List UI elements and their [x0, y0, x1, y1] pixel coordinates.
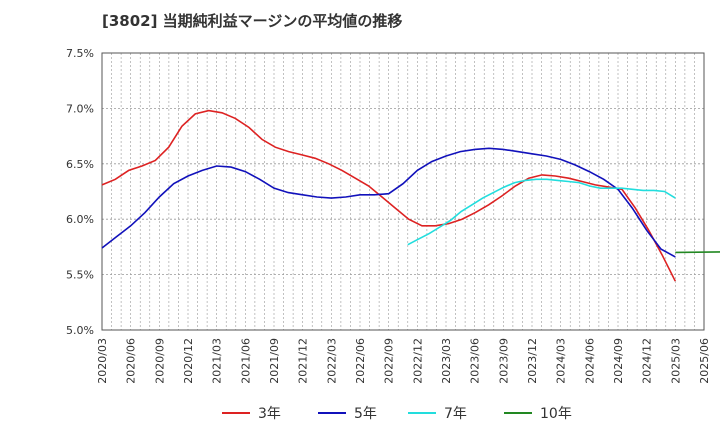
- x-tick-label: 2022/09: [383, 338, 396, 384]
- y-tick-label: 7.5%: [66, 47, 94, 60]
- y-tick-label: 6.5%: [66, 158, 94, 171]
- x-tick-label: 2024/09: [612, 338, 625, 384]
- x-tick-label: 2024/12: [641, 338, 654, 384]
- series-line-3年: [101, 109, 677, 282]
- x-tick-label: 2022/12: [411, 338, 424, 384]
- legend-label: 7年: [444, 406, 467, 422]
- y-tick-label: 5.5%: [66, 269, 94, 282]
- series-line-7年: [407, 178, 676, 246]
- legend: 3年 5年 7年 10年: [222, 406, 572, 422]
- x-tick-label: 2021/06: [239, 338, 252, 384]
- x-tick-label: 2023/03: [440, 338, 453, 384]
- legend-label: 3年: [258, 406, 281, 422]
- x-tick-label: 2020/06: [125, 338, 138, 384]
- x-tick-label: 2023/09: [497, 338, 510, 384]
- x-tick-label: 2021/09: [268, 338, 281, 384]
- x-tick-label: 2025/06: [698, 338, 711, 384]
- x-tick-label: 2023/06: [469, 338, 482, 384]
- x-tick-label: 2020/03: [96, 338, 109, 384]
- x-tick-label: 2022/03: [325, 338, 338, 384]
- x-tick-label: 2020/12: [182, 338, 195, 384]
- chart-title: [3802] 当期純利益マージンの平均値の推移: [102, 12, 403, 30]
- legend-label: 5年: [354, 406, 377, 422]
- x-tick-label: 2024/06: [583, 338, 596, 384]
- x-tick-label: 2024/03: [555, 338, 568, 384]
- y-tick-label: 5.0%: [66, 324, 94, 337]
- x-tick-label: 2020/09: [153, 338, 166, 384]
- x-tick-label: 2021/12: [297, 338, 310, 384]
- grid: [101, 52, 705, 331]
- x-tick-label: 2021/03: [211, 338, 224, 384]
- x-axis-ticks: 2020/03 2020/06 2020/09 2020/12 2021/03 2021/…: [96, 338, 711, 384]
- y-tick-label: 6.0%: [66, 213, 94, 226]
- x-tick-label: 2025/03: [669, 338, 682, 384]
- plot-frame: [101, 52, 705, 331]
- series-lines: [101, 109, 720, 282]
- y-axis-ticks: 5.0% 5.5% 6.0% 6.5% 7.0% 7.5%: [66, 47, 94, 337]
- x-tick-label: 2023/12: [526, 338, 539, 384]
- legend-label: 10年: [540, 406, 572, 422]
- series-line-10年: [675, 251, 720, 254]
- x-tick-label: 2022/06: [354, 338, 367, 384]
- y-tick-label: 7.0%: [66, 102, 94, 115]
- series-line-5年: [101, 147, 676, 258]
